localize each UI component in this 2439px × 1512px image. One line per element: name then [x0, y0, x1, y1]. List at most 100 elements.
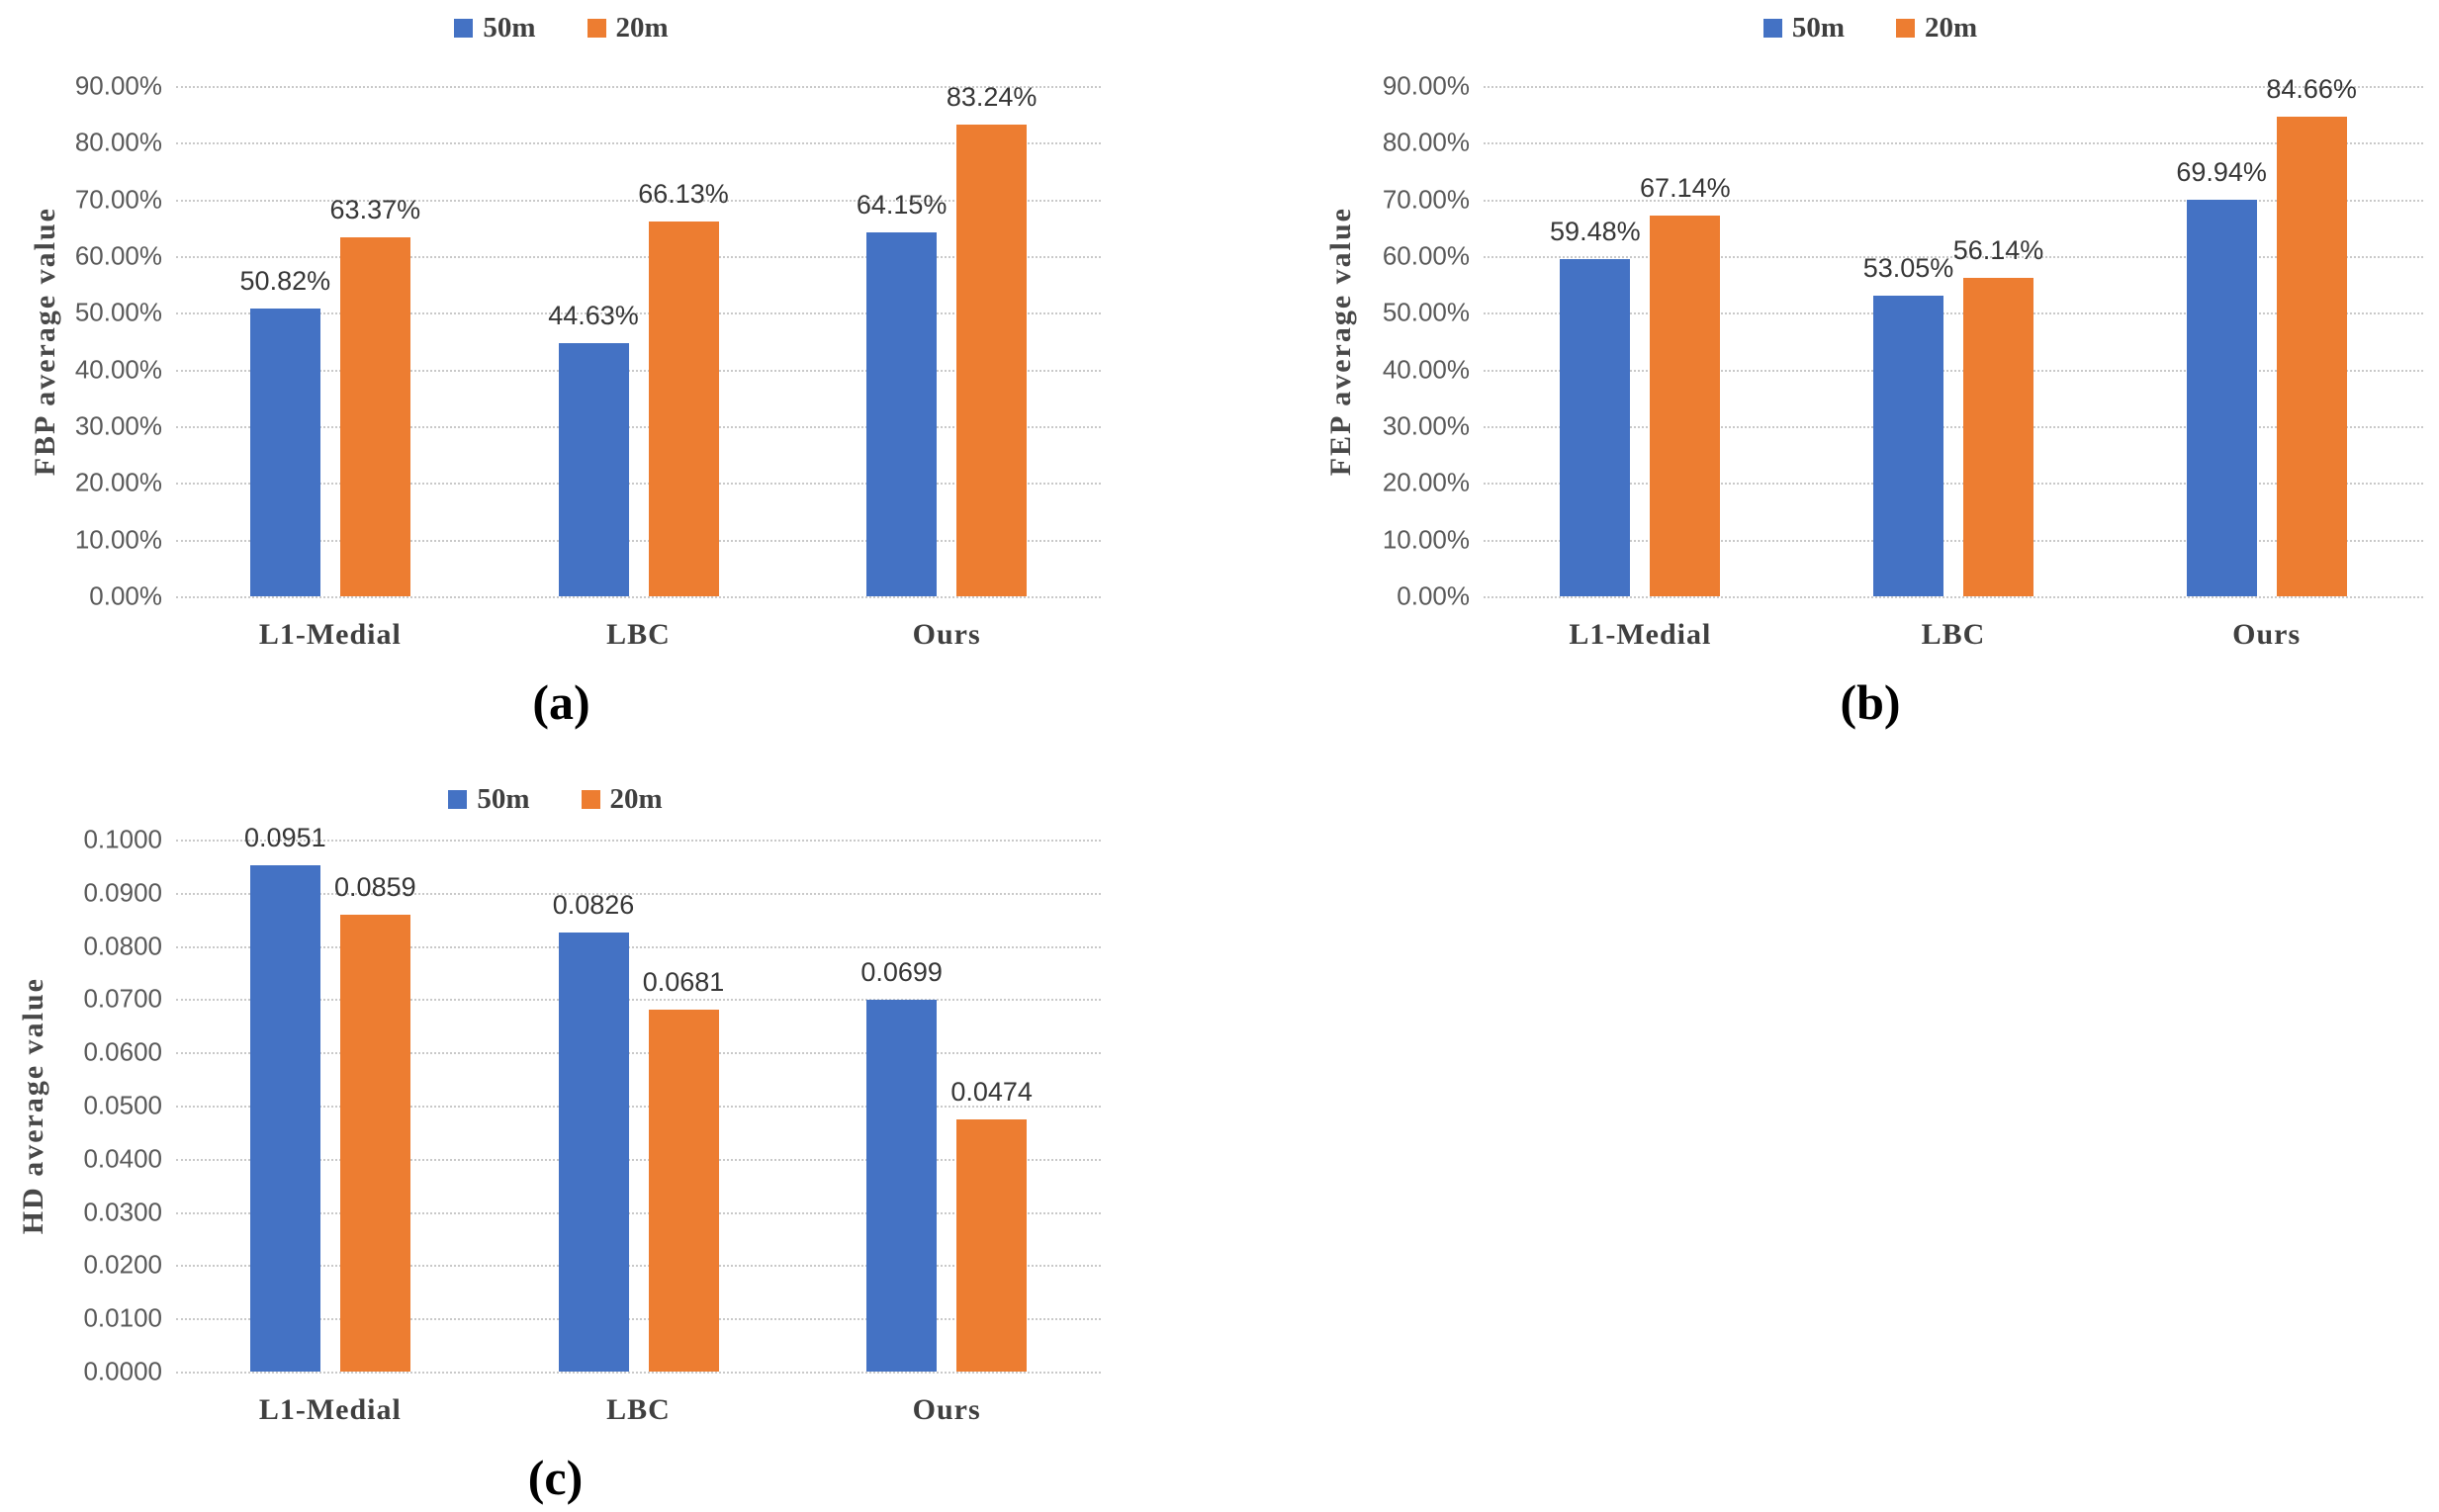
gridline	[176, 892, 1101, 895]
category-label-lbc: LBC	[606, 1393, 671, 1426]
y-tick-label: 0.0600	[83, 1036, 162, 1067]
plot-area: 0.0951 0.0859 0.0826 0.0681 0.0699 0.0474	[176, 823, 1101, 1374]
y-tick-label: 50.00%	[1382, 297, 1470, 327]
category-label-l1-medial: L1-Medial	[258, 618, 402, 651]
value-label: 0.0699	[860, 956, 943, 987]
chart-caption: (b)	[1840, 674, 1901, 730]
legend-item-20m: 20m	[581, 783, 663, 816]
bar-20m-l1-medial	[339, 914, 410, 1372]
y-tick-label: 30.00%	[74, 410, 162, 441]
gridline	[1484, 312, 2423, 315]
value-label: 0.0681	[642, 966, 725, 997]
bar-50m-ours	[866, 232, 938, 596]
gridline	[1484, 142, 2423, 145]
gridline	[176, 1211, 1101, 1214]
y-tick-label: 0.0100	[83, 1302, 162, 1333]
value-label: 0.0474	[950, 1077, 1033, 1107]
legend-item-50m: 50m	[448, 783, 530, 816]
gridline	[1484, 539, 2423, 542]
legend-label: 50m	[483, 12, 536, 44]
y-tick-label: 0.0500	[83, 1090, 162, 1120]
y-tick-label: 60.00%	[74, 240, 162, 271]
bar-50m-ours	[866, 999, 938, 1372]
value-label: 0.0826	[552, 889, 635, 920]
y-tick-label: 0.1000	[83, 824, 162, 854]
y-tick-label: 20.00%	[74, 467, 162, 497]
value-label: 67.14%	[1640, 173, 1731, 204]
bar-20m-ours	[956, 1119, 1028, 1372]
y-axis-title: HD average value	[17, 976, 49, 1235]
y-axis-ticks: 0.1000 0.0900 0.0800 0.0700 0.0600 0.0500 0.04…	[57, 825, 176, 1386]
y-tick-label: 90.00%	[74, 70, 162, 101]
gridline	[176, 1372, 1101, 1374]
value-label: 50.82%	[239, 265, 331, 296]
y-tick-label: 70.00%	[74, 184, 162, 215]
gridline	[1484, 256, 2423, 258]
plot-area: 50.82% 63.37% 44.63% 66.13% 64.15% 83.24%	[176, 82, 1101, 598]
category-label-ours: Ours	[2232, 618, 2302, 651]
legend-swatch-icon	[1896, 19, 1915, 38]
gridline	[176, 596, 1101, 598]
value-label: 44.63%	[548, 301, 639, 331]
gridline	[176, 199, 1101, 202]
gridline	[176, 999, 1101, 1002]
y-tick-label: 0.0000	[83, 1356, 162, 1386]
bar-20m-lbc	[1963, 278, 2033, 596]
gridline	[1484, 86, 2423, 88]
chart-hd: 50m 20m HD average value 0.1000 0.0900 0.08…	[10, 754, 1101, 1506]
bar-20m-l1-medial	[1650, 216, 1721, 596]
bar-50m-lbc	[1873, 295, 1943, 596]
y-tick-label: 10.00%	[74, 524, 162, 555]
value-label: 56.14%	[1952, 235, 2044, 266]
chart-legend: 50m 20m	[1317, 0, 2423, 86]
legend-swatch-icon	[448, 790, 468, 809]
legend-item-50m: 50m	[454, 12, 536, 44]
y-tick-label: 50.00%	[74, 297, 162, 327]
y-tick-label: 80.00%	[1382, 127, 1470, 157]
value-label: 53.05%	[1862, 252, 1954, 283]
gridline	[176, 1265, 1101, 1268]
legend-label: 20m	[1925, 12, 1978, 44]
chart-caption: (c)	[527, 1450, 584, 1505]
y-tick-label: 0.0700	[83, 983, 162, 1014]
category-label-ours: Ours	[912, 618, 981, 651]
legend-item-20m: 20m	[1896, 12, 1977, 44]
y-tick-label: 0.0400	[83, 1143, 162, 1174]
legend-label: 50m	[477, 783, 530, 815]
gridline	[176, 426, 1101, 428]
bar-50m-l1-medial	[1560, 258, 1631, 596]
gridline	[176, 1052, 1101, 1055]
bar-20m-ours	[956, 124, 1028, 596]
legend-item-20m: 20m	[587, 12, 669, 44]
x-axis-labels: L1-Medial LBC Ours	[176, 1372, 1101, 1433]
bar-20m-ours	[2276, 116, 2347, 596]
y-tick-label: 0.00%	[1397, 580, 1470, 611]
y-tick-label: 0.0800	[83, 931, 162, 961]
y-tick-label: 40.00%	[74, 354, 162, 385]
gridline	[176, 1158, 1101, 1161]
y-tick-label: 30.00%	[1382, 410, 1470, 441]
bar-50m-ours	[2186, 200, 2257, 596]
gridline	[1484, 426, 2423, 428]
gridline	[1484, 596, 2423, 598]
chart-fbp: 50m 20m FBP average value 90.00% 80.00% 70.…	[22, 0, 1101, 731]
value-label: 69.94%	[2176, 157, 2267, 188]
y-axis-title: FBP average value	[29, 206, 61, 477]
y-tick-label: 40.00%	[1382, 354, 1470, 385]
legend-swatch-icon	[581, 790, 600, 809]
value-label: 84.66%	[2266, 73, 2357, 104]
value-label: 63.37%	[329, 194, 421, 224]
bar-50m-lbc	[558, 932, 629, 1372]
bar-20m-lbc	[648, 1009, 719, 1372]
legend-swatch-icon	[1762, 19, 1782, 38]
bar-20m-lbc	[648, 221, 719, 596]
chart-caption: (a)	[532, 674, 590, 730]
y-axis-ticks: 90.00% 80.00% 70.00% 60.00% 50.00% 40.00% 30.0…	[1365, 71, 1484, 611]
x-axis-labels: L1-Medial LBC Ours	[176, 596, 1101, 658]
legend-label: 20m	[615, 12, 669, 44]
gridline	[176, 1106, 1101, 1108]
legend-item-50m: 50m	[1762, 12, 1845, 44]
y-tick-label: 90.00%	[1382, 70, 1470, 101]
category-label-ours: Ours	[912, 1393, 981, 1426]
